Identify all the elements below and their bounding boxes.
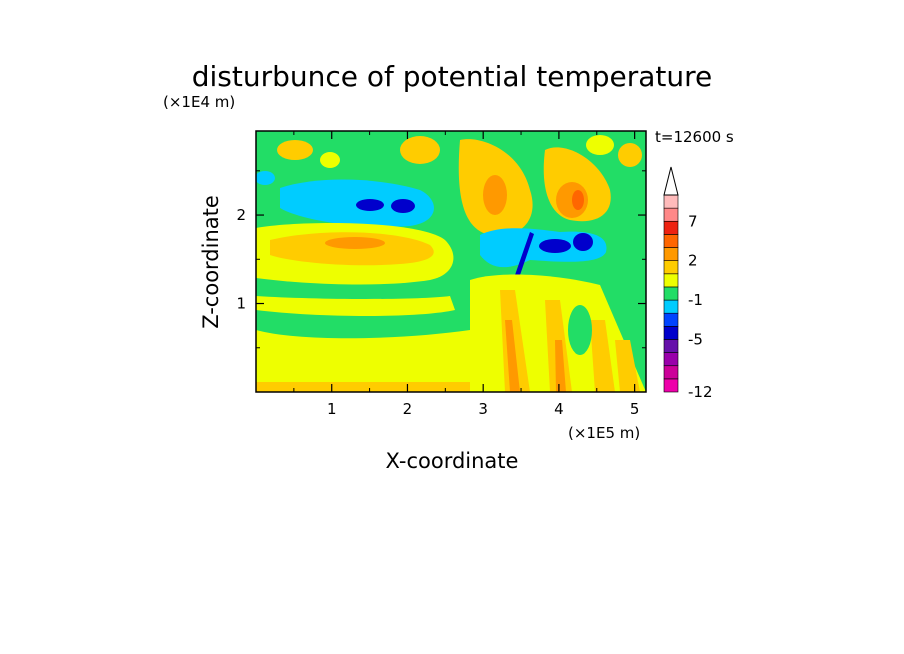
green-gap (568, 305, 592, 355)
colorbar-tick-label: 2 (688, 252, 698, 270)
upper-orange-spot (586, 135, 614, 155)
upper-orange-spot (618, 143, 642, 167)
convective-column (505, 320, 520, 392)
convective-column (615, 340, 640, 392)
convective-column (500, 290, 530, 392)
plot-frame (255, 130, 647, 393)
x-tick-label: 1 (327, 400, 337, 418)
time-label: t=12600 s (655, 128, 734, 146)
colorbar-swatch (663, 273, 679, 288)
colorbar-tick-label: 7 (688, 212, 698, 230)
right-blue-lobe (573, 233, 593, 251)
upper-orange-spot (320, 152, 340, 168)
x-axis-ticks: 1 2 3 4 5 (293, 131, 640, 418)
chart-title: disturbunce of potential temperature (192, 60, 713, 93)
x-tick-label: 4 (554, 400, 564, 418)
x-tick-label: 3 (478, 400, 488, 418)
colorbar-swatch (663, 378, 679, 393)
colorbar-tick-label: -5 (688, 330, 703, 348)
colorbar-swatch (663, 286, 679, 301)
y-axis-label: Z-coordinate (199, 195, 223, 329)
right-orange-core (483, 175, 507, 215)
left-cyan-spot (256, 171, 275, 185)
colorbar-extend-arrow (663, 166, 679, 196)
y-axis-ticks: 12 (236, 170, 646, 349)
upper-blue-core (356, 199, 384, 211)
colorbar-swatch (663, 220, 679, 235)
lower-yellow-band-2 (256, 296, 455, 316)
convective-column (555, 340, 566, 392)
colorbar-swatch (663, 352, 679, 367)
x-unit-label: (×1E5 m) (568, 424, 640, 442)
colorbar-swatch (663, 365, 679, 380)
colorbar-swatch (663, 326, 679, 340)
upper-orange-spot (277, 140, 313, 160)
y-tick-label: 2 (236, 206, 246, 224)
y-tick-label: 1 (236, 295, 246, 313)
colorbar-swatch (663, 312, 679, 327)
mid-orange-core (325, 237, 385, 249)
colorbar-swatch (663, 207, 679, 222)
colorbar-swatch (663, 234, 679, 248)
upper-orange-spot (400, 136, 440, 164)
colorbar-swatch (663, 339, 679, 353)
lower-yellow-band (256, 330, 500, 392)
contour-field (256, 131, 646, 392)
central-blue-streak (515, 232, 534, 278)
colorbar-swatch (663, 299, 679, 314)
upper-blue-core (391, 199, 415, 213)
x-axis-label: X-coordinate (386, 449, 519, 473)
right-red-core (572, 190, 584, 210)
x-tick-label: 5 (630, 400, 640, 418)
colorbar: 7 2 -1 -5 -12 (663, 166, 713, 401)
convective-column (590, 320, 615, 392)
colorbar-swatch (663, 194, 679, 209)
colorbar-swatch (663, 260, 679, 275)
y-unit-label: (×1E4 m) (163, 93, 235, 111)
colorbar-tick-label: -1 (688, 291, 703, 309)
x-tick-label: 2 (403, 400, 413, 418)
colorbar-tick-label: -12 (688, 383, 713, 401)
bottom-orange-strip (256, 382, 496, 392)
colorbar-swatch (663, 247, 679, 261)
right-blue-lobe (539, 239, 571, 253)
